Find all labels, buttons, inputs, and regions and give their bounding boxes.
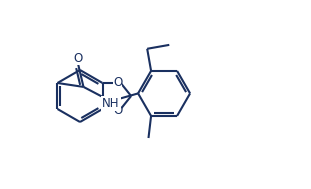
Text: O: O — [113, 75, 122, 88]
Text: NH: NH — [102, 97, 119, 110]
Text: O: O — [113, 104, 122, 116]
Text: O: O — [74, 52, 83, 65]
